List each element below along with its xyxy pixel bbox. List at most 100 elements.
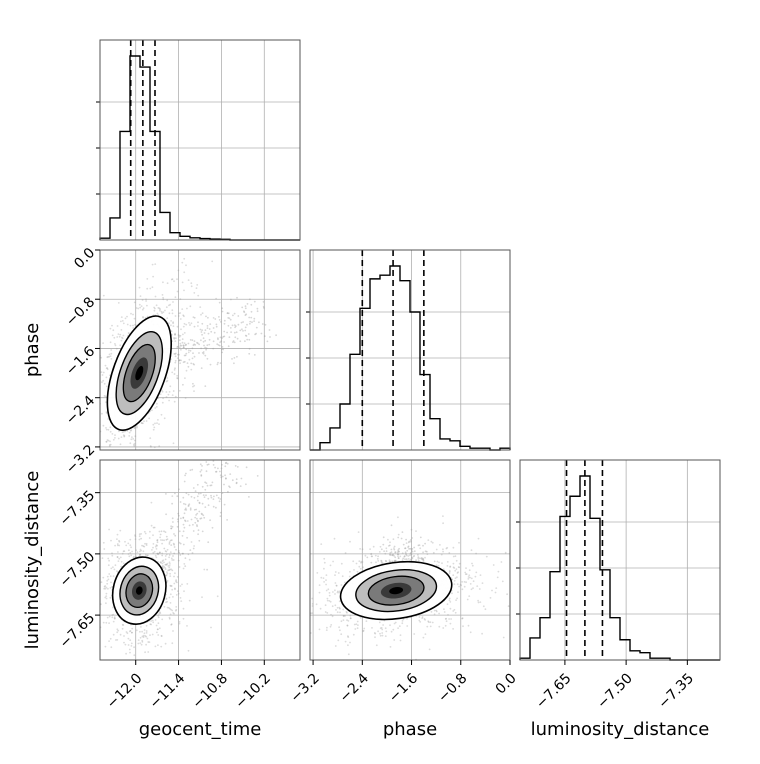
- scatter-point: [191, 357, 194, 360]
- scatter-point: [106, 579, 109, 582]
- scatter-point: [197, 533, 200, 536]
- scatter-point: [124, 540, 126, 543]
- scatter-point: [304, 629, 306, 631]
- scatter-point: [122, 430, 125, 433]
- scatter-point: [449, 601, 452, 603]
- scatter-point: [380, 561, 383, 564]
- scatter-point: [397, 555, 399, 557]
- scatter-point: [173, 582, 176, 585]
- scatter-point: [161, 294, 164, 296]
- scatter-point: [233, 341, 236, 344]
- scatter-point: [404, 547, 407, 550]
- scatter-point: [344, 640, 347, 643]
- scatter-point: [138, 550, 141, 553]
- scatter-point: [144, 635, 147, 637]
- scatter-point: [153, 309, 156, 312]
- scatter-point: [145, 632, 148, 634]
- scatter-point: [334, 593, 336, 595]
- scatter-point: [201, 502, 204, 505]
- scatter-point: [176, 576, 179, 578]
- scatter-point: [255, 326, 258, 329]
- scatter-point: [165, 574, 167, 576]
- scatter-point: [140, 626, 142, 628]
- scatter-point: [397, 536, 400, 539]
- scatter-point: [362, 630, 365, 633]
- scatter-point: [196, 519, 199, 522]
- scatter-point: [93, 596, 95, 598]
- scatter-point: [193, 325, 196, 328]
- scatter-point: [171, 312, 174, 315]
- scatter-point: [156, 552, 159, 555]
- scatter-point: [176, 278, 178, 281]
- scatter-point: [502, 636, 505, 639]
- scatter-point: [133, 445, 136, 447]
- scatter-point: [148, 641, 151, 643]
- scatter-point: [185, 369, 188, 372]
- scatter-point: [195, 514, 198, 516]
- scatter-point: [124, 317, 127, 320]
- scatter-point: [201, 329, 204, 331]
- scatter-point: [413, 550, 416, 553]
- scatter-point: [195, 287, 198, 289]
- scatter-point: [143, 632, 146, 635]
- scatter-point: [424, 542, 426, 545]
- scatter-point: [412, 555, 415, 558]
- scatter-point: [200, 517, 203, 520]
- scatter-point: [86, 515, 88, 517]
- scatter-point: [149, 287, 152, 290]
- scatter-point: [319, 607, 322, 610]
- scatter-point: [138, 286, 141, 289]
- scatter-point: [423, 618, 426, 620]
- scatter-point: [228, 336, 231, 339]
- scatter-point: [346, 624, 349, 627]
- scatter-point: [173, 575, 175, 578]
- scatter-point: [204, 346, 207, 349]
- scatter-point: [226, 331, 229, 334]
- scatter-point: [88, 419, 90, 421]
- scatter-point: [157, 616, 160, 619]
- scatter-point: [475, 571, 478, 574]
- scatter-point: [168, 566, 171, 569]
- scatter-point: [161, 539, 164, 541]
- scatter-point: [154, 263, 157, 265]
- scatter-point: [179, 597, 182, 599]
- scatter-point: [180, 517, 182, 520]
- scatter-point: [393, 639, 396, 641]
- scatter-point: [311, 603, 314, 605]
- scatter-point: [418, 544, 421, 546]
- scatter-point: [176, 345, 179, 348]
- scatter-point: [108, 353, 111, 356]
- scatter-point: [460, 584, 462, 587]
- scatter-point: [467, 576, 470, 578]
- scatter-point: [249, 322, 251, 325]
- scatter-point: [268, 329, 271, 331]
- scatter-point: [157, 552, 160, 555]
- scatter-point: [172, 596, 174, 598]
- scatter-point: [172, 325, 175, 327]
- scatter-point: [190, 541, 193, 543]
- y-tick-label: −1.6: [63, 343, 98, 378]
- scatter-point: [153, 550, 156, 553]
- scatter-point: [504, 551, 507, 554]
- scatter-point: [96, 606, 98, 608]
- scatter-point: [349, 540, 351, 543]
- scatter-point: [107, 557, 110, 560]
- scatter-point: [448, 569, 451, 572]
- scatter-point: [406, 617, 408, 620]
- scatter-point: [431, 621, 434, 624]
- scatter-point: [151, 409, 153, 412]
- scatter-point: [215, 506, 217, 509]
- scatter-point: [60, 412, 62, 414]
- scatter-point: [111, 324, 113, 327]
- scatter-point: [223, 319, 226, 322]
- scatter-point: [356, 620, 359, 623]
- scatter-point: [169, 607, 171, 610]
- scatter-point: [388, 560, 391, 563]
- scatter-point: [329, 625, 332, 628]
- scatter-point: [131, 631, 133, 634]
- scatter-point: [165, 598, 168, 600]
- scatter-point: [380, 548, 383, 551]
- scatter-point: [452, 555, 455, 558]
- scatter-point: [151, 549, 153, 551]
- scatter-point: [411, 556, 413, 559]
